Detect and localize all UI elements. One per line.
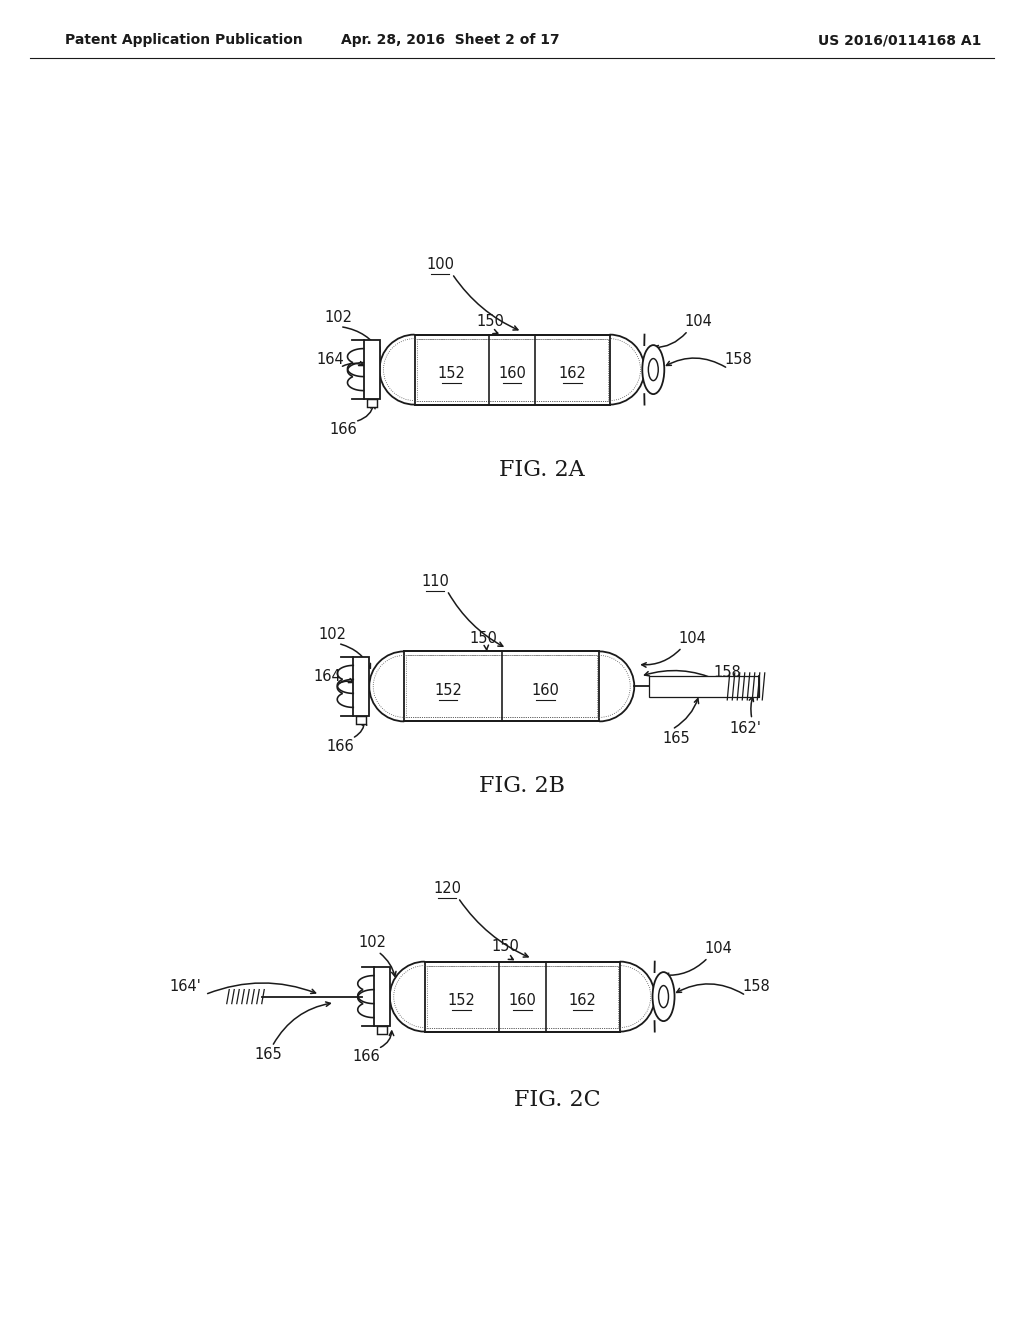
Text: 166: 166 (326, 739, 354, 754)
Text: 104: 104 (684, 314, 712, 329)
Text: 160: 160 (508, 993, 537, 1008)
Bar (425, 961, 620, 1032)
Text: 165: 165 (663, 731, 690, 746)
Bar (356, 717, 367, 725)
Text: Patent Application Publication: Patent Application Publication (65, 33, 303, 48)
Text: 165: 165 (254, 1047, 282, 1063)
Text: US 2016/0114168 A1: US 2016/0114168 A1 (818, 33, 982, 48)
Text: FIG. 2C: FIG. 2C (514, 1089, 600, 1110)
Text: 152: 152 (447, 993, 476, 1008)
Text: 102: 102 (318, 627, 346, 642)
Text: 152: 152 (437, 366, 466, 381)
Text: 162: 162 (558, 366, 587, 381)
Bar (374, 966, 390, 1027)
Text: 164: 164 (313, 669, 341, 684)
Text: 150: 150 (469, 631, 497, 645)
Text: 158: 158 (724, 352, 752, 367)
Text: 102: 102 (358, 935, 386, 950)
Bar (649, 676, 759, 697)
Ellipse shape (642, 345, 665, 395)
Text: 100: 100 (426, 257, 454, 272)
Text: 152: 152 (434, 682, 462, 698)
Bar (415, 334, 609, 405)
Text: 150: 150 (492, 939, 519, 954)
Text: 162: 162 (568, 993, 597, 1008)
Text: 102: 102 (324, 310, 352, 325)
Bar (417, 339, 607, 400)
Text: 162': 162' (729, 721, 761, 737)
Bar (427, 966, 617, 1027)
Bar (404, 651, 599, 722)
Text: Apr. 28, 2016  Sheet 2 of 17: Apr. 28, 2016 Sheet 2 of 17 (341, 33, 559, 48)
Text: 158: 158 (742, 979, 770, 994)
Text: 110: 110 (421, 574, 449, 589)
Text: 166: 166 (352, 1049, 380, 1064)
Bar (367, 400, 377, 408)
Text: 150: 150 (476, 314, 504, 329)
Text: 104: 104 (678, 631, 706, 645)
Text: FIG. 2B: FIG. 2B (479, 775, 565, 797)
Text: 164: 164 (316, 352, 344, 367)
Text: 164': 164' (169, 979, 201, 994)
Bar (364, 339, 380, 400)
Bar (407, 656, 597, 717)
Ellipse shape (652, 972, 675, 1022)
Text: FIG. 2A: FIG. 2A (499, 458, 585, 480)
Bar (377, 1027, 387, 1035)
Bar (353, 656, 370, 717)
Ellipse shape (658, 986, 669, 1007)
Text: 166: 166 (329, 422, 357, 437)
Text: 158: 158 (713, 665, 741, 680)
Text: 160: 160 (531, 682, 559, 698)
Text: 120: 120 (433, 882, 461, 896)
Text: 160: 160 (498, 366, 526, 381)
Ellipse shape (648, 359, 658, 380)
Text: 104: 104 (705, 941, 732, 956)
